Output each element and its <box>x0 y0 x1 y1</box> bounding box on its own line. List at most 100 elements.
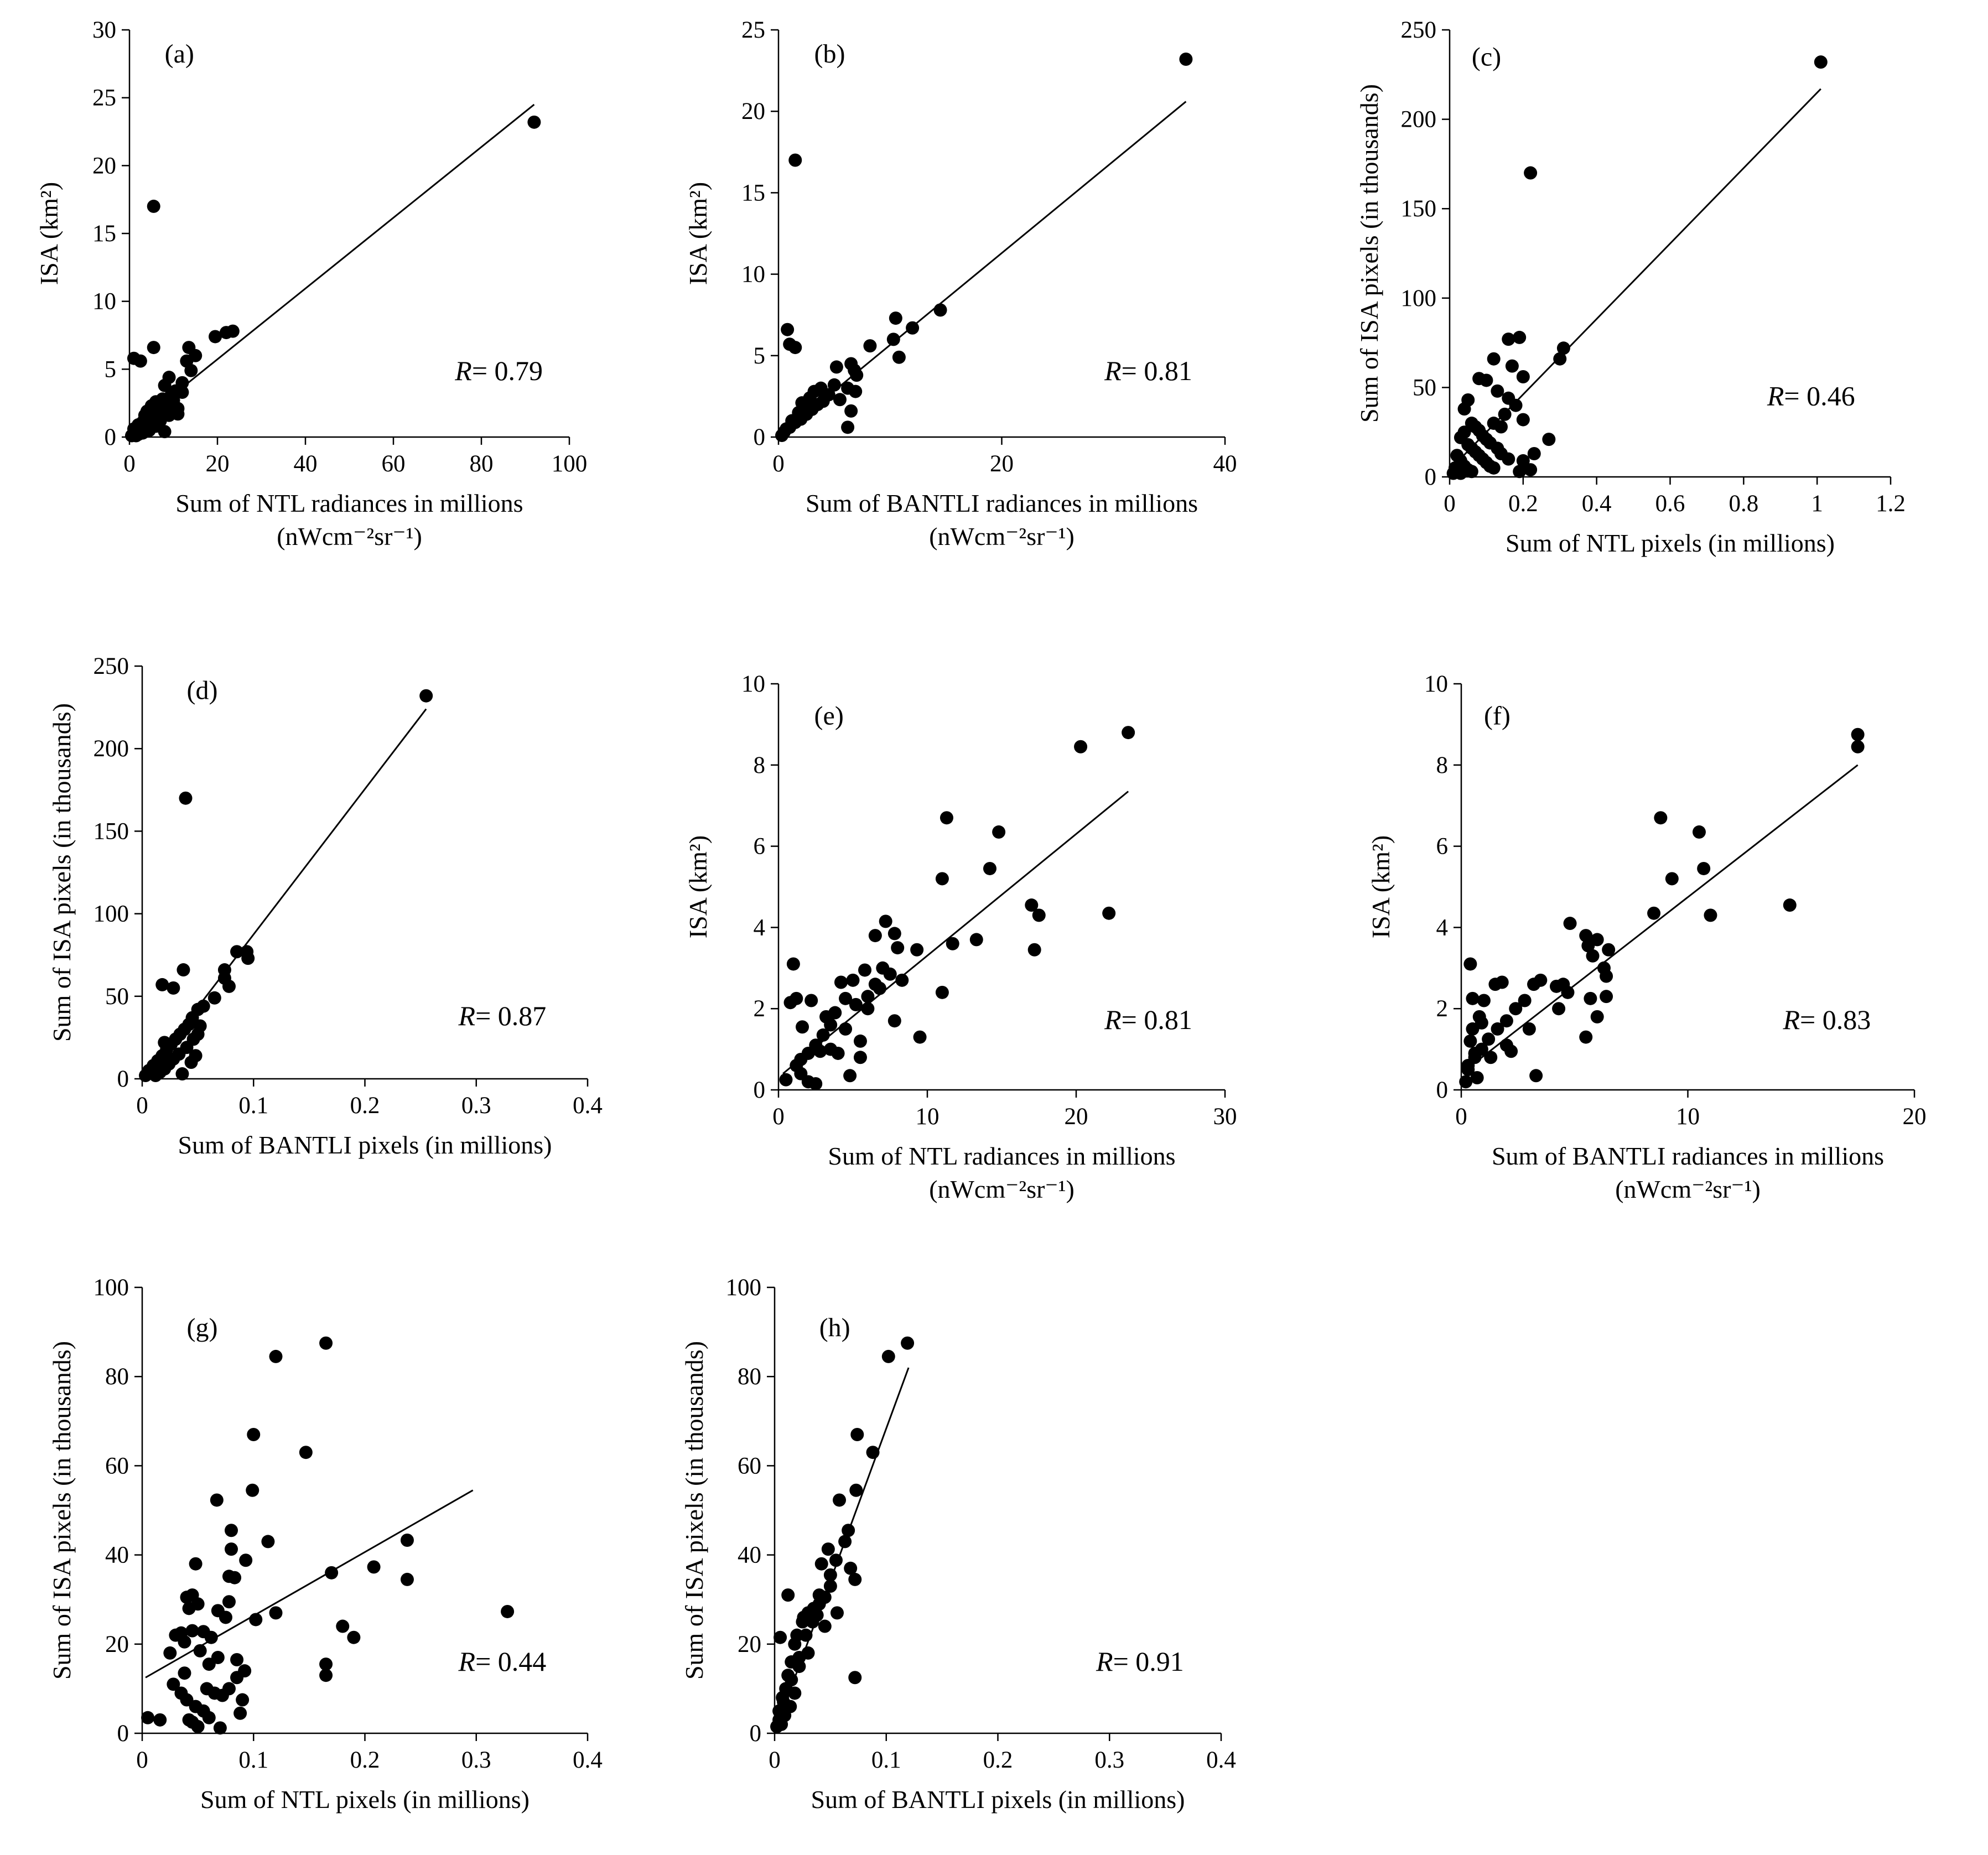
trend-line <box>1463 764 1859 1073</box>
y-tick-label: 200 <box>94 736 129 762</box>
data-point <box>153 1713 167 1727</box>
data-point <box>1552 1002 1566 1016</box>
correlation-value: = 0.91 <box>1113 1646 1184 1677</box>
data-point <box>833 1493 847 1507</box>
data-point <box>829 1553 843 1567</box>
data-point <box>1480 373 1493 387</box>
data-point <box>230 945 244 959</box>
x-tick-label: 1.2 <box>1876 491 1906 517</box>
y-tick-label: 4 <box>754 914 766 941</box>
data-point <box>1697 861 1711 875</box>
data-point <box>868 929 882 943</box>
data-point <box>868 978 882 991</box>
data-point <box>839 991 853 1005</box>
data-point <box>1468 1046 1482 1060</box>
data-point <box>219 1610 232 1624</box>
data-point <box>1647 906 1661 920</box>
data-point <box>844 1561 858 1575</box>
correlation-value: = 0.87 <box>475 1000 546 1031</box>
correlation-symbol: R <box>458 1646 476 1677</box>
data-point <box>1491 384 1504 398</box>
data-point <box>226 324 240 338</box>
data-point <box>853 1051 867 1064</box>
x-axis-title-units: (nWcm⁻²sr⁻¹) <box>929 522 1075 550</box>
data-point <box>261 1535 275 1549</box>
data-point <box>1579 929 1593 943</box>
x-axis-title: Sum of NTL pixels (in millions) <box>1506 529 1835 557</box>
data-point <box>892 350 906 364</box>
data-point <box>177 963 190 977</box>
panel-label: (e) <box>814 701 844 730</box>
data-point <box>1122 726 1135 740</box>
data-point <box>1692 825 1706 839</box>
data-point <box>879 914 892 928</box>
data-point <box>886 332 900 346</box>
data-point <box>776 1691 790 1705</box>
x-tick-label: 0.1 <box>238 1093 268 1119</box>
y-tick-label: 100 <box>94 1275 129 1301</box>
data-point <box>1463 957 1477 971</box>
y-tick-label: 8 <box>754 752 766 778</box>
data-point <box>792 1660 806 1674</box>
data-point <box>141 1711 155 1724</box>
data-point <box>1516 454 1530 467</box>
y-tick-label: 150 <box>94 818 129 844</box>
data-point <box>853 1034 867 1048</box>
data-point <box>184 363 198 377</box>
y-tick-label: 40 <box>738 1542 761 1568</box>
x-axis-title-units: (nWcm⁻²sr⁻¹) <box>929 1175 1075 1203</box>
data-point <box>843 1069 857 1083</box>
x-tick-label: 0.4 <box>1206 1747 1236 1773</box>
data-point <box>849 997 863 1011</box>
correlation-label: R= 0.44 <box>458 1646 547 1677</box>
data-point <box>225 1542 238 1556</box>
y-tick-label: 0 <box>117 1066 129 1092</box>
data-point <box>140 413 154 427</box>
correlation-symbol: R <box>1104 355 1122 386</box>
panel-label: (c) <box>1472 43 1501 72</box>
data-point <box>178 1635 191 1649</box>
data-point <box>1600 969 1613 983</box>
data-point <box>182 1602 196 1615</box>
x-tick-label: 20 <box>1065 1104 1088 1130</box>
x-axis-title-units: (nWcm⁻²sr⁻¹) <box>277 522 422 550</box>
data-point <box>225 1524 238 1537</box>
data-point <box>785 1673 798 1687</box>
correlation-symbol: R <box>1104 1004 1122 1035</box>
data-point <box>819 1010 833 1023</box>
data-point <box>940 811 953 825</box>
data-point <box>1513 465 1527 479</box>
data-point <box>167 1677 180 1691</box>
y-tick-label: 60 <box>105 1453 129 1479</box>
y-tick-label: 150 <box>1401 196 1437 222</box>
data-point <box>1549 979 1563 993</box>
data-point <box>222 1595 236 1609</box>
y-tick-label: 30 <box>92 17 116 43</box>
data-point <box>1553 352 1567 366</box>
data-point <box>175 1067 189 1081</box>
y-tick-label: 250 <box>1401 17 1437 43</box>
y-axis-title: Sum of ISA pixels (in thousands) <box>1355 84 1383 423</box>
data-point <box>1851 740 1865 754</box>
data-point <box>1499 1014 1513 1028</box>
x-axis-title: Sum of NTL radiances in millions <box>175 489 523 517</box>
chart-panel-a: 0 5 10 15 20 25 30 0 20 40 60 80 100 Sum of NTL radia… <box>35 17 587 550</box>
data-point <box>883 967 897 981</box>
data-point <box>895 973 909 987</box>
data-point <box>180 1591 194 1604</box>
chart-panel-b: 0 5 10 15 20 25 0 20 40 Sum of BANTLI radiances i… <box>684 17 1237 550</box>
data-point <box>1556 341 1570 355</box>
data-point <box>824 1042 838 1056</box>
data-point <box>788 153 802 167</box>
data-point <box>1504 1045 1518 1058</box>
data-point <box>774 1630 787 1644</box>
x-tick-label: 1 <box>1811 491 1823 517</box>
data-point <box>1584 991 1597 1005</box>
data-point <box>1513 330 1527 344</box>
x-tick-label: 0.2 <box>350 1093 380 1119</box>
x-tick-label: 0 <box>772 1104 785 1130</box>
data-point <box>849 1483 863 1497</box>
data-point <box>844 404 858 418</box>
data-point <box>1487 461 1501 475</box>
x-axis-title-units: (nWcm⁻²sr⁻¹) <box>1615 1175 1761 1203</box>
